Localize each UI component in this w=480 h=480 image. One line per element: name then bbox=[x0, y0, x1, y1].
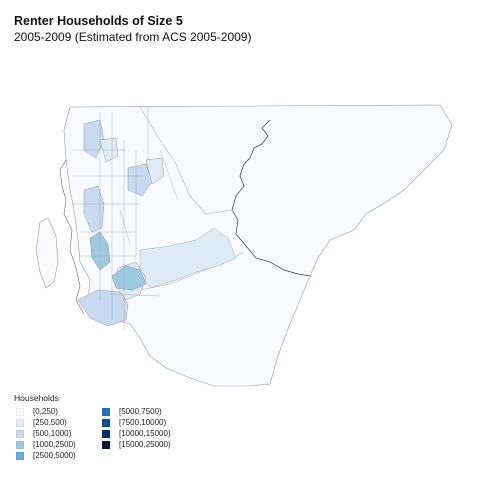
legend-item: [0,250) bbox=[16, 406, 58, 417]
map-title: Renter Households of Size 5 bbox=[14, 14, 183, 28]
legend-item: [250,500) bbox=[16, 417, 67, 428]
renton-tract bbox=[111, 265, 147, 291]
legend-label: [0,250) bbox=[33, 407, 58, 416]
legend-label: [10000,15000) bbox=[119, 429, 171, 438]
legend-swatch bbox=[16, 407, 24, 416]
legend-swatch bbox=[102, 440, 110, 449]
legend-item: [7500,10000) bbox=[102, 417, 166, 428]
eastside-tract-a bbox=[127, 163, 153, 197]
legend-item: [500,1000) bbox=[16, 428, 71, 439]
legend-label: [7500,10000) bbox=[119, 418, 167, 427]
county-region bbox=[63, 104, 453, 387]
legend-label: [15000,25000) bbox=[119, 440, 171, 449]
legend-label: [250,500) bbox=[33, 418, 67, 427]
legend-swatch bbox=[16, 440, 24, 449]
north-divider-line bbox=[139, 106, 233, 215]
legend-label: [2500,5000) bbox=[33, 451, 76, 460]
legend-swatch bbox=[102, 429, 110, 438]
legend-item: [15000,25000) bbox=[102, 439, 171, 450]
legend-label: [500,1000) bbox=[33, 429, 72, 438]
map-subtitle: 2005-2009 (Estimated from ACS 2005-2009) bbox=[14, 30, 252, 44]
west-shoreline bbox=[59, 159, 85, 315]
east-boundary-line bbox=[231, 119, 311, 277]
legend-item: [2500,5000) bbox=[16, 450, 76, 461]
legend-item: [1000,2500) bbox=[16, 439, 76, 450]
southwest-tract-a bbox=[77, 289, 129, 327]
legend-item: [5000,7500) bbox=[102, 406, 162, 417]
eastside-tract-b bbox=[145, 157, 165, 185]
legend-swatch bbox=[16, 451, 24, 460]
central-valley-tract bbox=[83, 185, 105, 233]
vashon-island bbox=[35, 217, 59, 289]
tract-boundaries bbox=[72, 106, 179, 330]
legend-label: [1000,2500) bbox=[33, 440, 76, 449]
legend-title: Households bbox=[14, 393, 59, 403]
legend-swatch bbox=[16, 429, 24, 438]
legend-swatch bbox=[16, 418, 24, 427]
southern-lowlands-region bbox=[139, 227, 237, 289]
legend-label: [5000,7500) bbox=[119, 407, 162, 416]
legend-swatch bbox=[102, 418, 110, 427]
legend-swatch bbox=[102, 407, 110, 416]
legend-item: [10000,15000) bbox=[102, 428, 171, 439]
